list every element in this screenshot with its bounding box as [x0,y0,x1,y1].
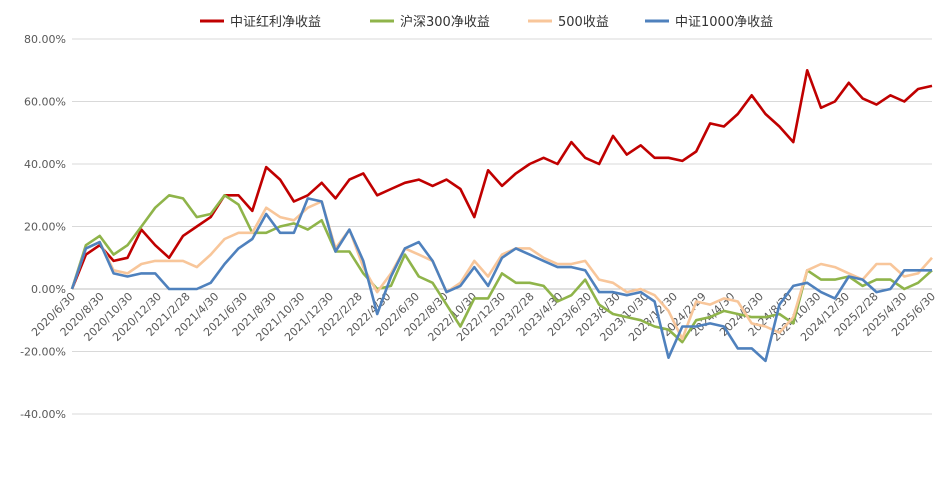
y-tick-label: 20.00% [24,221,66,234]
legend-item-2: 500收益 [528,15,609,30]
legend-item-3: 中证1000净收益 [645,15,773,30]
legend-item-0: 中证红利净收益 [200,14,321,30]
series-line-1 [70,194,933,344]
y-tick-label: 60.00% [24,96,66,109]
y-tick-label: -40.00% [20,408,66,421]
legend-item-1: 沪深300净收益 [370,14,490,30]
legend-label: 500收益 [558,15,609,30]
series-line-2 [70,200,933,341]
legend-label: 中证红利净收益 [230,14,321,30]
y-tick-label: 40.00% [24,158,66,171]
y-tick-label: -20.00% [20,346,66,359]
y-tick-label: 0.00% [31,283,66,296]
series-line-3 [70,197,932,363]
y-tick-label: 80.00% [24,33,66,46]
legend-label: 中证1000净收益 [675,15,773,30]
legend-label: 沪深300净收益 [400,14,490,30]
